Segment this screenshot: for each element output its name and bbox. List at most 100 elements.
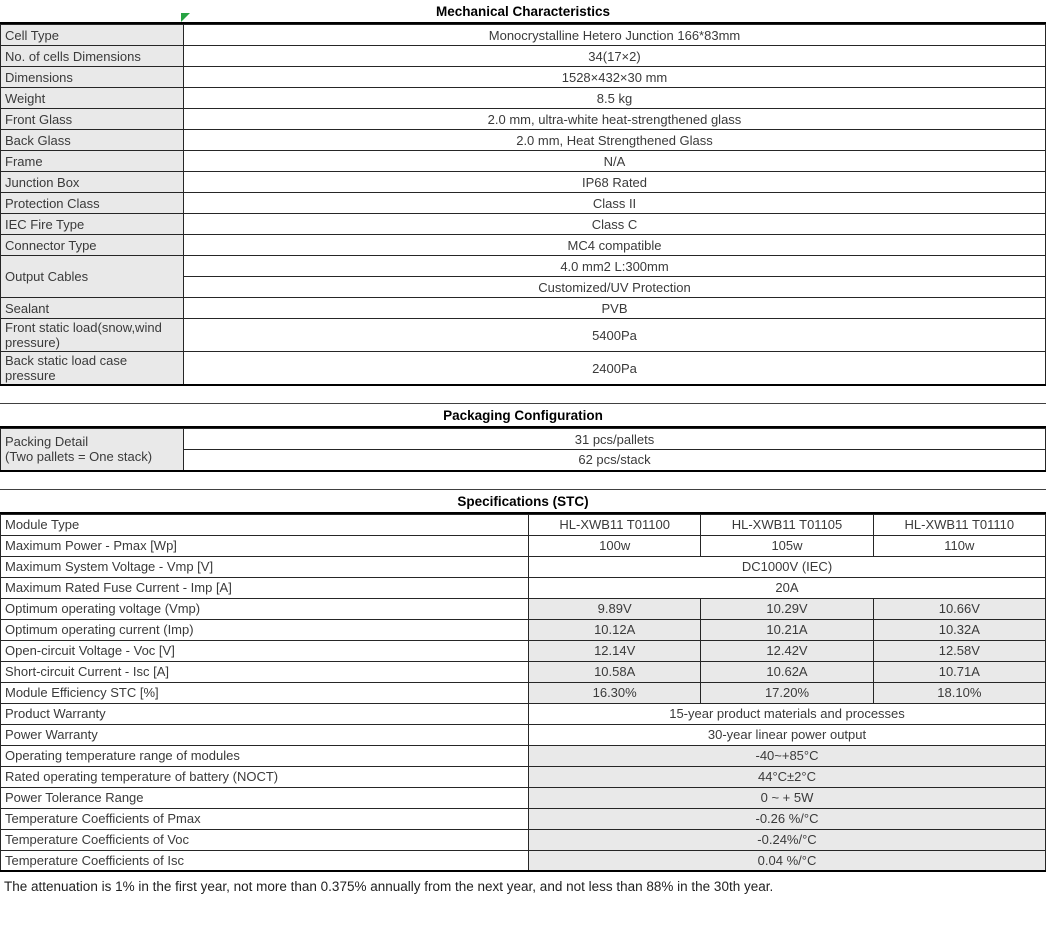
row-value: 10.71A	[872, 660, 1046, 683]
row-value: 9.89V	[527, 597, 702, 620]
row-label: Dimensions	[0, 66, 184, 88]
table-row: Operating temperature range of modules -4…	[0, 744, 1046, 767]
section-title-mechanical: Mechanical Characteristics	[0, 0, 1046, 24]
row-label: Packing Detail (Two pallets = One stack)	[0, 428, 184, 471]
table-row: Protection Class Class II	[0, 192, 1046, 214]
row-label: Short-circuit Current - Isc [A]	[0, 660, 529, 683]
section-title-specs: Specifications (STC)	[0, 490, 1046, 514]
table-row: Junction Box IP68 Rated	[0, 171, 1046, 193]
row-label: Maximum Rated Fuse Current - Imp [A]	[0, 576, 529, 599]
row-value: 4.0 mm2 L:300mm	[183, 255, 1046, 277]
table-row: Power Warranty 30-year linear power outpu…	[0, 723, 1046, 746]
row-value: -0.26 %/°C	[528, 807, 1046, 830]
packaging-section: Packaging Configuration Packing Detail (…	[0, 403, 1046, 472]
row-label: Output Cables	[0, 255, 184, 298]
table-row: Module Efficiency STC [%] 16.30% 17.20% 18.…	[0, 681, 1046, 704]
table-row: Front static load(snow,wind pressure) 540…	[0, 318, 1046, 352]
row-label: Connector Type	[0, 234, 184, 256]
row-value: 17.20%	[700, 681, 874, 704]
table-row: Open-circuit Voltage - Voc [V] 12.14V 12.4…	[0, 639, 1046, 662]
mechanical-table-body: Cell Type Monocrystalline Hetero Junction…	[0, 24, 1046, 386]
table-row: Weight 8.5 kg	[0, 87, 1046, 109]
table-row: Connector Type MC4 compatible	[0, 234, 1046, 256]
row-value: 30-year linear power output	[528, 723, 1046, 746]
table-row: Rated operating temperature of battery (…	[0, 765, 1046, 788]
row-value: 20A	[528, 576, 1046, 599]
spec-col-header: HL-XWB11 T01105	[700, 513, 874, 536]
row-value: Monocrystalline Hetero Junction 166*83mm	[183, 24, 1046, 46]
table-row: No. of cells Dimensions 34(17×2)	[0, 45, 1046, 67]
mechanical-section: Mechanical Characteristics Cell Type Mono…	[0, 0, 1046, 386]
mechanical-table: Cell Type Monocrystalline Hetero Junction…	[0, 24, 1046, 386]
spec-col-header: HL-XWB11 T01110	[872, 513, 1046, 536]
row-value: -0.24%/°C	[528, 828, 1046, 851]
packaging-table: Packing Detail (Two pallets = One stack)…	[0, 428, 1046, 472]
spec-col-header: HL-XWB11 T01100	[527, 513, 702, 536]
row-label: Product Warranty	[0, 702, 529, 725]
row-label: Optimum operating current (Imp)	[0, 618, 529, 641]
row-value: 8.5 kg	[183, 87, 1046, 109]
table-row: Product Warranty 15-year product material…	[0, 702, 1046, 725]
table-row: Packing Detail (Two pallets = One stack)…	[0, 428, 1046, 471]
row-label: Temperature Coefficients of Isc	[0, 849, 529, 872]
row-label: Open-circuit Voltage - Voc [V]	[0, 639, 529, 662]
table-row: Optimum operating current (Imp) 10.12A 10.…	[0, 618, 1046, 641]
row-value: 10.21A	[700, 618, 874, 641]
row-label: Front Glass	[0, 108, 184, 130]
row-value: 2400Pa	[183, 351, 1046, 386]
row-label: Weight	[0, 87, 184, 109]
row-label: Module Type	[0, 513, 529, 536]
row-label: Back Glass	[0, 129, 184, 151]
row-value: 2.0 mm, Heat Strengthened Glass	[183, 129, 1046, 151]
row-label: Maximum System Voltage - Vmp [V]	[0, 555, 529, 578]
row-value: DC1000V (IEC)	[528, 555, 1046, 578]
table-row: Back static load case pressure 2400Pa	[0, 351, 1046, 386]
table-row: Maximum Power - Pmax [Wp] 100w 105w 110w	[0, 534, 1046, 557]
row-label: Front static load(snow,wind pressure)	[0, 318, 184, 352]
row-label: Sealant	[0, 297, 184, 319]
row-value: Class C	[183, 213, 1046, 235]
row-value: 5400Pa	[183, 318, 1046, 352]
row-value: 1528×432×30 mm	[183, 66, 1046, 88]
table-row: 62 pcs/stack	[1, 449, 1046, 471]
row-label: Module Efficiency STC [%]	[0, 681, 529, 704]
row-value: 10.12A	[527, 618, 702, 641]
table-row: Frame N/A	[0, 150, 1046, 172]
row-value: 10.29V	[700, 597, 874, 620]
row-value: Class II	[183, 192, 1046, 214]
row-label: Rated operating temperature of battery (…	[0, 765, 529, 788]
row-label: Junction Box	[0, 171, 184, 193]
table-row: Short-circuit Current - Isc [A] 10.58A 10.…	[0, 660, 1046, 683]
attenuation-note: The attenuation is 1% in the first year,…	[4, 879, 774, 894]
row-label: Temperature Coefficients of Voc	[0, 828, 529, 851]
row-label: No. of cells Dimensions	[0, 45, 184, 67]
row-value: 0.04 %/°C	[528, 849, 1046, 872]
table-row: Sealant PVB	[0, 297, 1046, 319]
table-row: Power Tolerance Range 0 ~ + 5W	[0, 786, 1046, 809]
row-label: Cell Type	[0, 24, 184, 46]
table-row: Back Glass 2.0 mm, Heat Strengthened Glas…	[0, 129, 1046, 151]
table-row: Output Cables 4.0 mm2 L:300mm	[0, 255, 1046, 298]
row-label: Protection Class	[0, 192, 184, 214]
row-label: Optimum operating voltage (Vmp)	[0, 597, 529, 620]
row-value: MC4 compatible	[183, 234, 1046, 256]
table-row: Temperature Coefficients of Isc 0.04 %/°C	[0, 849, 1046, 872]
table-row: Maximum Rated Fuse Current - Imp [A] 20A	[0, 576, 1046, 599]
row-value: 16.30%	[527, 681, 702, 704]
row-value: 12.14V	[527, 639, 702, 662]
row-value: 0 ~ + 5W	[528, 786, 1046, 809]
table-row: IEC Fire Type Class C	[0, 213, 1046, 235]
table-row: Dimensions 1528×432×30 mm	[0, 66, 1046, 88]
row-value: 2.0 mm, ultra-white heat-strengthened gl…	[183, 108, 1046, 130]
row-value: IP68 Rated	[183, 171, 1046, 193]
row-value: 105w	[700, 534, 874, 557]
table-row: Temperature Coefficients of Pmax -0.26 %/…	[0, 807, 1046, 830]
specs-section: Specifications (STC) Module Type HL-XWB11…	[0, 488, 1046, 872]
row-value: 34(17×2)	[183, 45, 1046, 67]
row-value: -40~+85°C	[528, 744, 1046, 767]
row-label: Power Warranty	[0, 723, 529, 746]
row-value: 10.58A	[527, 660, 702, 683]
packaging-table-body: Packing Detail (Two pallets = One stack)…	[0, 428, 1046, 471]
row-label: Back static load case pressure	[0, 351, 184, 386]
table-row: Front Glass 2.0 mm, ultra-white heat-stre…	[0, 108, 1046, 130]
